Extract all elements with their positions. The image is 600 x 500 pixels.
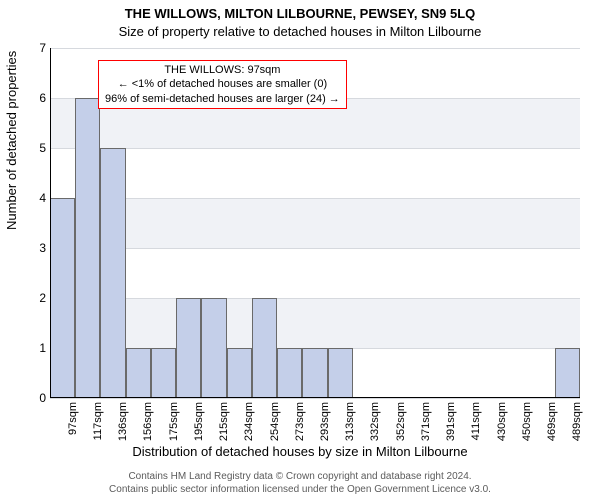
chart-container: THE WILLOWS, MILTON LILBOURNE, PEWSEY, S… xyxy=(0,0,600,500)
annotation-line: 96% of semi-detached houses are larger (… xyxy=(105,92,340,106)
y-tick-label: 3 xyxy=(30,241,46,255)
bar xyxy=(227,348,252,398)
bar xyxy=(201,298,226,398)
bar xyxy=(277,348,302,398)
annotation-box: THE WILLOWS: 97sqm← <1% of detached hous… xyxy=(98,60,347,109)
bar xyxy=(100,148,125,398)
x-axis-label: Distribution of detached houses by size … xyxy=(0,444,600,459)
y-tick-label: 1 xyxy=(30,341,46,355)
bar xyxy=(252,298,277,398)
bar xyxy=(75,98,100,398)
grid-line xyxy=(50,398,580,399)
y-axis-line xyxy=(50,48,51,398)
bar xyxy=(50,198,75,398)
y-tick-label: 5 xyxy=(30,141,46,155)
x-axis-line xyxy=(50,397,580,398)
bar xyxy=(151,348,176,398)
footer-line-2: Contains public sector information licen… xyxy=(0,483,600,496)
plot-area: THE WILLOWS: 97sqm← <1% of detached hous… xyxy=(50,48,580,398)
y-tick-label: 7 xyxy=(30,41,46,55)
chart-title-sub: Size of property relative to detached ho… xyxy=(0,24,600,39)
footer: Contains HM Land Registry data © Crown c… xyxy=(0,470,600,496)
y-tick-label: 6 xyxy=(30,91,46,105)
annotation-line: ← <1% of detached houses are smaller (0) xyxy=(105,77,340,91)
y-tick-label: 0 xyxy=(30,391,46,405)
y-tick-label: 2 xyxy=(30,291,46,305)
annotation-line: THE WILLOWS: 97sqm xyxy=(105,63,340,77)
bar xyxy=(328,348,353,398)
y-tick-label: 4 xyxy=(30,191,46,205)
footer-line-1: Contains HM Land Registry data © Crown c… xyxy=(0,470,600,483)
bar xyxy=(126,348,151,398)
bar xyxy=(176,298,201,398)
chart-title-main: THE WILLOWS, MILTON LILBOURNE, PEWSEY, S… xyxy=(0,6,600,21)
bar xyxy=(302,348,327,398)
bar xyxy=(555,348,580,398)
y-axis-label: Number of detached properties xyxy=(4,51,19,230)
